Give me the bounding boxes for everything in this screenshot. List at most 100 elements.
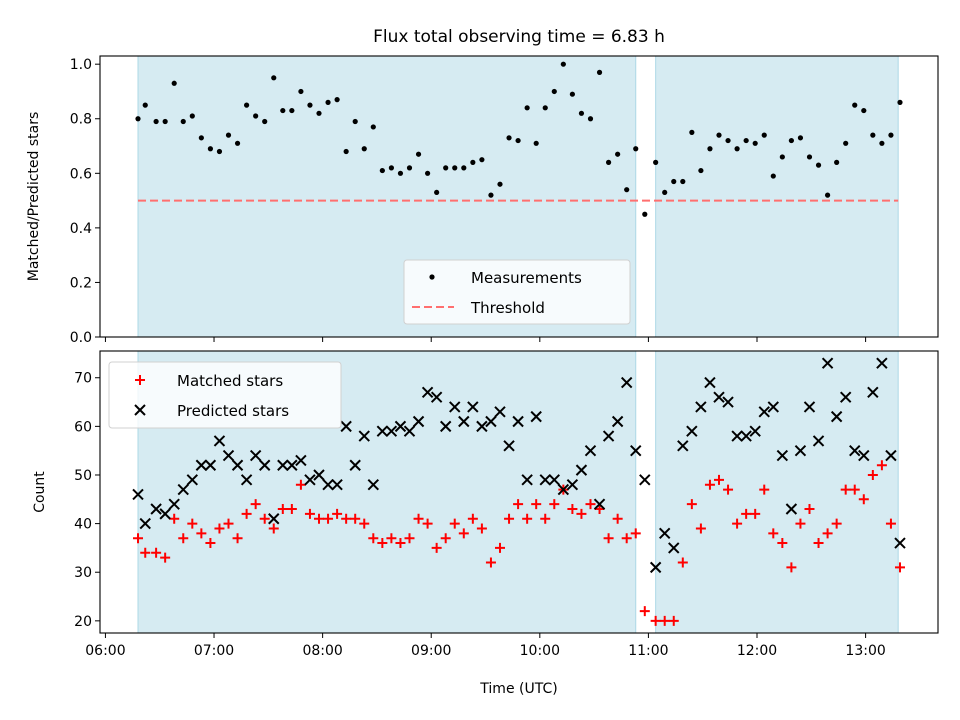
predicted-star-point [575, 464, 588, 476]
predicted-star-point [304, 474, 316, 486]
measurement-point [596, 69, 603, 75]
predicted-star-point [503, 440, 515, 452]
measurement-point [587, 116, 594, 122]
ratio-ytick-label: 1.0 [70, 57, 92, 73]
matched-star-point [777, 538, 788, 549]
measurement-point [815, 162, 822, 168]
predicted-star-point [686, 425, 698, 437]
matched-star-point [268, 523, 279, 534]
matched-star-point [250, 499, 261, 510]
legend-threshold-label: Threshold [470, 299, 545, 317]
measurement-point [497, 181, 503, 187]
matched-star-point [849, 484, 860, 495]
ratio-ylabel: Matched/Predicted stars [26, 112, 42, 282]
predicted-star-point [204, 459, 217, 471]
matched-star-point [822, 528, 833, 539]
predicted-star-point [231, 459, 244, 471]
matched-star-point [467, 513, 478, 524]
predicted-star-point [195, 459, 208, 471]
xtick-label: 11:00 [628, 643, 668, 659]
matched-star-point [713, 474, 724, 485]
measurement-point [379, 167, 385, 174]
predicted-star-point [139, 517, 151, 530]
measurement-point [415, 151, 422, 157]
ratio-observing-window-1 [655, 55, 899, 338]
matched-star-point [522, 513, 533, 524]
predicted-star-point [476, 420, 488, 433]
predicted-star-point [767, 401, 780, 413]
matched-star-point [304, 508, 315, 519]
matched-star-point [813, 538, 824, 549]
measurement-point [452, 165, 458, 171]
measurement-point [189, 113, 195, 119]
matched-star-point [650, 615, 661, 626]
measurement-point [524, 105, 530, 111]
xlabel: Time (UTC) [479, 681, 557, 697]
matched-star-point [214, 523, 225, 534]
predicted-star-point [668, 542, 680, 554]
predicted-star-point [439, 420, 452, 433]
xtick-label: 08:00 [302, 643, 342, 659]
count-ytick-label: 70 [74, 371, 92, 387]
measurement-point [289, 107, 295, 114]
matched-star-point [241, 508, 252, 519]
predicted-star-point [867, 386, 879, 399]
xtick-label: 10:00 [520, 643, 560, 659]
matched-star-point [885, 518, 896, 529]
predicted-star-point [322, 478, 334, 491]
measurement-point [271, 75, 277, 81]
measurement-point [280, 107, 286, 114]
matched-star-point [350, 513, 361, 524]
measurement-point [135, 116, 141, 122]
chart-title: Flux total observing time = 6.83 h [373, 27, 665, 47]
predicted-star-point [803, 401, 816, 413]
predicted-star-point [713, 391, 725, 403]
measurement-point [434, 189, 440, 196]
measurement-point [653, 159, 659, 165]
matched-star-point [741, 508, 752, 519]
measurement-point [397, 170, 404, 176]
measurement-point [171, 80, 177, 86]
predicted-star-point [593, 498, 606, 510]
predicted-star-point [186, 474, 199, 486]
count-ytick-label: 30 [74, 565, 92, 581]
matched-star-point [323, 513, 334, 524]
ratio-legend: Measurements Threshold [403, 259, 631, 325]
predicted-star-point [749, 425, 761, 437]
matched-star-point [494, 542, 505, 553]
predicted-star-point [430, 391, 443, 403]
measurement-point [662, 189, 668, 196]
predicted-star-point [494, 406, 506, 418]
predicted-star-point [449, 401, 461, 413]
matched-star-point [377, 538, 388, 549]
predicted-star-point [358, 430, 370, 442]
measurement-point [162, 118, 168, 125]
matched-star-point [178, 533, 189, 544]
measurement-point [761, 132, 767, 138]
predicted-star-point [830, 410, 843, 423]
predicted-star-point [758, 406, 770, 418]
matched-star-point [196, 528, 207, 539]
legend-matched-label: Matched stars [177, 372, 283, 390]
predicted-star-point [313, 469, 325, 481]
predicted-star-point [821, 357, 834, 369]
xtick-label: 06:00 [85, 643, 125, 659]
count-legend: Matched stars Predicted stars [108, 361, 342, 429]
matched-star-point [440, 533, 451, 544]
matched-star-point [630, 528, 641, 539]
matched-star-point [332, 508, 343, 519]
count-panel: 20 30 40 50 60 70 06:00 07:00 08:00 09:00 10:00 11:… [32, 350, 939, 697]
predicted-star-point [467, 401, 479, 413]
matched-star-point [894, 562, 905, 573]
predicted-star-point [731, 430, 743, 442]
predicted-star-point [222, 449, 235, 462]
predicted-star-point [740, 430, 752, 442]
predicted-star-point [584, 444, 597, 457]
matched-star-point [585, 499, 596, 510]
legend-measurement-marker [429, 274, 435, 280]
matched-star-point [531, 499, 542, 510]
predicted-star-point [557, 483, 570, 496]
measurement-point [852, 102, 858, 108]
predicted-star-point [885, 449, 897, 462]
measurement-point [424, 170, 431, 176]
